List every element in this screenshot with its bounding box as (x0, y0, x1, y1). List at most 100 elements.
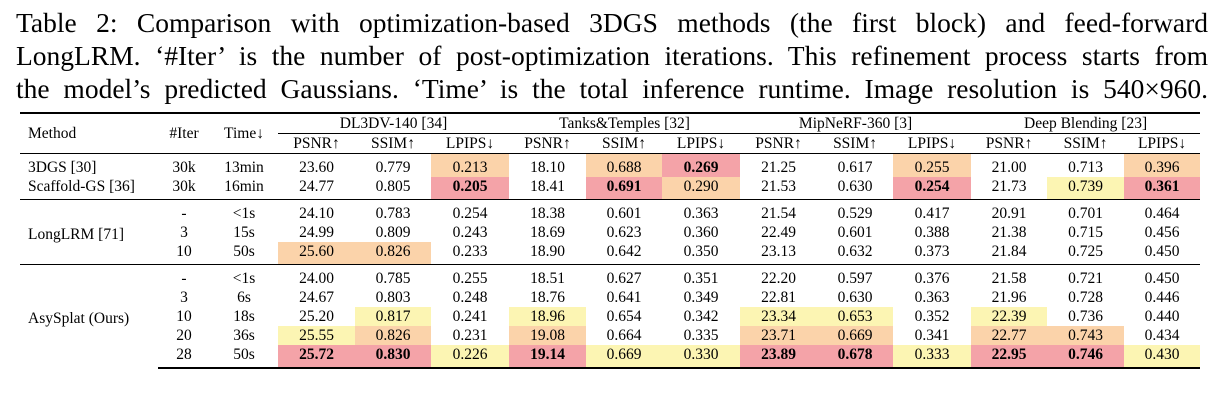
metric-cell: 18.69 (530, 224, 565, 241)
metric-cell: 0.597 (817, 264, 894, 288)
metric-cell: 0.350 (683, 243, 719, 260)
metric-cell: 21.25 (740, 153, 818, 177)
metric-cell: 0.529 (817, 199, 894, 223)
metric-cell: 21.54 (740, 199, 818, 223)
metric-cell: 0.701 (1047, 199, 1125, 223)
metric-cell: 0.342 (683, 308, 719, 325)
header-metric: LPIPS↓ (1137, 135, 1187, 152)
metric-cell: 23.60 (278, 153, 355, 177)
metric-cell: 0.248 (452, 289, 488, 306)
metric-cell: 0.213 (431, 153, 510, 177)
time-cell: 50s (233, 243, 255, 260)
method-cell: 3DGS [30] (20, 153, 158, 177)
metric-cell: 0.464 (1124, 199, 1201, 223)
metric-cell: 0.736 (1068, 308, 1103, 325)
metric-cell: 24.77 (299, 178, 334, 195)
results-table: Method #Iter Time↓ DL3DV-140 [34] Tanks&… (20, 112, 1201, 369)
iter-cell: 3 (180, 224, 188, 241)
metric-cell: 0.254 (431, 199, 510, 223)
metric-cell: 0.352 (914, 308, 950, 325)
metric-cell: 21.58 (971, 264, 1048, 288)
metric-cell: 23.89 (740, 345, 818, 369)
metric-cell: 0.333 (893, 345, 972, 369)
metric-cell: 22.81 (761, 289, 796, 306)
metric-cell: 0.233 (452, 243, 488, 260)
time-cell: 16min (224, 178, 264, 195)
metric-cell: 0.388 (914, 224, 950, 241)
metric-cell: 0.654 (606, 308, 642, 325)
metric-cell: 0.669 (817, 326, 894, 345)
header-metric: PSNR↑ (293, 135, 340, 152)
time-cell: 36s (233, 327, 255, 344)
metric-cell: 0.630 (837, 178, 873, 195)
metric-cell: 18.96 (509, 307, 587, 326)
time-cell: 6s (237, 289, 251, 306)
metric-cell: 0.255 (431, 264, 510, 288)
header-row-datasets: Method #Iter Time↓ DL3DV-140 [34] Tanks&… (20, 112, 1201, 154)
metric-cell: 0.360 (683, 224, 719, 241)
metric-cell: 25.20 (299, 308, 334, 325)
time-cell: <1s (210, 264, 278, 288)
time-cell: 15s (233, 224, 255, 241)
metric-cell: 18.41 (530, 178, 565, 195)
metric-cell: 0.805 (375, 178, 411, 195)
metric-cell: 0.653 (817, 307, 894, 326)
metric-cell: 0.642 (606, 243, 642, 260)
metric-cell: 21.73 (991, 178, 1027, 195)
header-metric: SSIM↑ (1063, 135, 1108, 152)
metric-cell: 0.632 (837, 243, 873, 260)
metric-cell: 0.255 (893, 153, 972, 177)
metric-cell: 0.678 (817, 345, 894, 369)
table-row: AsySplat (Ours) - <1s 24.00 0.785 0.255 18.51 0… (20, 264, 1201, 368)
metric-cell: 0.341 (914, 327, 950, 344)
caption-line-3: the model’s predicted Gaussians. ‘Time’ … (16, 73, 1208, 104)
metric-cell: 25.72 (278, 345, 355, 369)
metric-cell: 0.351 (662, 264, 741, 288)
metric-cell: 0.746 (1047, 345, 1125, 369)
metric-cell: 18.10 (509, 153, 587, 177)
results-table-container: Method #Iter Time↓ DL3DV-140 [34] Tanks&… (20, 112, 1201, 369)
metric-cell: 0.231 (452, 327, 488, 344)
metric-cell: 0.743 (1047, 326, 1125, 345)
caption-line-2: LongLRM. ‘#Iter’ is the number of post-o… (16, 40, 1208, 71)
metric-cell: 22.49 (761, 224, 796, 241)
metric-cell: 0.254 (893, 177, 972, 200)
method-cell: LongLRM [71] (20, 199, 158, 265)
metric-cell: 0.363 (662, 199, 741, 223)
iter-cell: 10 (176, 243, 192, 260)
metric-cell: 0.243 (452, 224, 488, 241)
metric-cell: 0.739 (1047, 177, 1125, 200)
table-row: 3 6s 24.67 0.803 0.248 18.76 0.641 0.349 22.81 0.… (20, 288, 1200, 307)
metric-cell: 0.725 (1068, 243, 1103, 260)
metric-cell: 25.55 (278, 326, 355, 345)
metric-cell: 23.71 (740, 326, 818, 345)
metric-cell: 21.38 (991, 224, 1027, 241)
metric-cell: 18.90 (530, 243, 565, 260)
metric-cell: 24.67 (299, 289, 334, 306)
metric-cell: 0.803 (375, 289, 411, 306)
metric-cell: 0.623 (606, 224, 642, 241)
table-caption: Table 2: Comparison with optimization-ba… (16, 6, 1208, 105)
metric-cell: 0.205 (431, 177, 510, 200)
header-dataset-deepblending: Deep Blending [23] (971, 112, 1201, 134)
metric-cell: 0.664 (606, 327, 642, 344)
method-cell: Scaffold-GS [36] (28, 178, 135, 195)
header-dataset-mipnerf: MipNeRF-360 [3] (740, 112, 972, 134)
metric-cell: 21.00 (971, 153, 1048, 177)
metric-cell: 0.715 (1068, 224, 1103, 241)
metric-cell: 0.785 (355, 264, 431, 288)
metric-cell: 0.456 (1144, 224, 1180, 241)
metric-cell: 0.688 (586, 153, 663, 177)
header-metric: SSIM↑ (833, 135, 877, 152)
metric-cell: 0.440 (1144, 308, 1180, 325)
iter-cell: 30k (172, 178, 196, 195)
time-cell: 50s (210, 345, 278, 369)
iter-cell: 3 (180, 289, 188, 306)
header-metric: PSNR↑ (755, 135, 802, 152)
time-cell: <1s (210, 199, 278, 223)
metric-cell: 23.34 (740, 307, 818, 326)
metric-cell: 24.00 (278, 264, 355, 288)
metric-cell: 0.826 (355, 242, 431, 265)
metric-cell: 0.434 (1144, 327, 1180, 344)
time-cell: 18s (233, 308, 255, 325)
